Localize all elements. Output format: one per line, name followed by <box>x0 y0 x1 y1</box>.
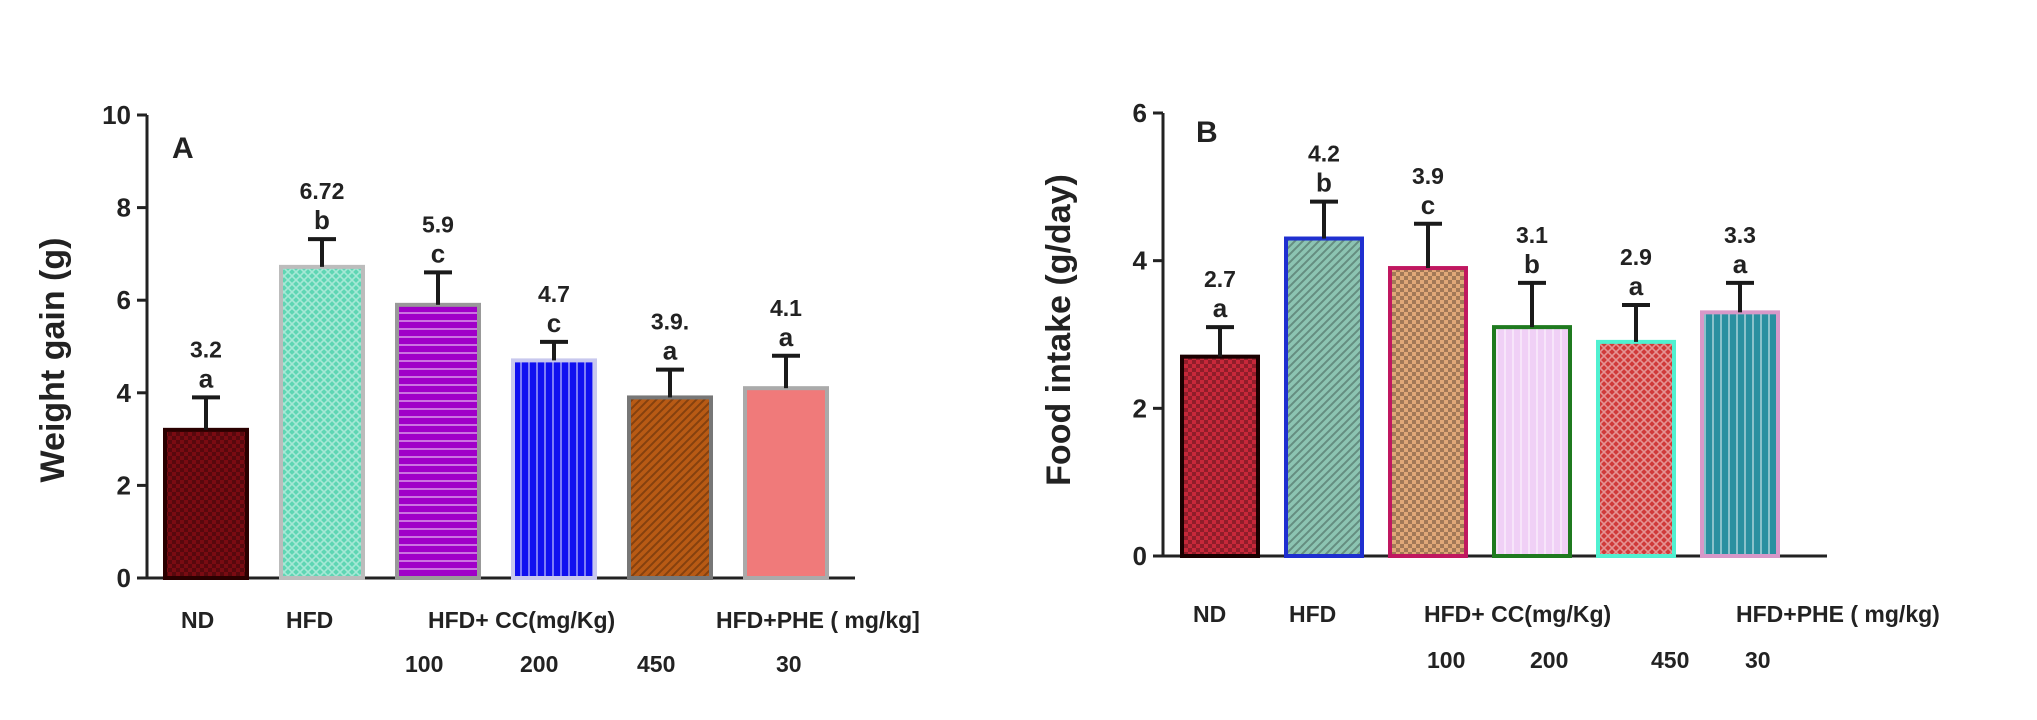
y-tick-label: 0 <box>117 563 131 593</box>
y-tick-label: 2 <box>1133 393 1147 423</box>
bar <box>163 427 249 580</box>
y-tick-label: 10 <box>102 100 131 130</box>
significance-letter: c <box>547 308 561 338</box>
significance-letter: a <box>663 336 678 366</box>
data-label: 3.9. <box>651 309 689 335</box>
x-label-dose-450: 450 <box>1651 647 1689 673</box>
bar <box>511 358 597 581</box>
x-label-dose-30: 30 <box>776 651 802 677</box>
significance-letter: c <box>1421 190 1435 220</box>
panel-label: A <box>172 132 194 165</box>
x-label-dose-100: 100 <box>1427 647 1465 673</box>
data-label: 2.7 <box>1204 266 1236 292</box>
significance-letter: b <box>1316 168 1332 198</box>
x-label-nd: ND <box>1193 601 1226 627</box>
x-label-dose-100: 100 <box>405 651 443 677</box>
bar <box>1700 310 1780 558</box>
bar <box>743 386 829 581</box>
x-label-hfd-phe: HFD+PHE ( mg/kg) <box>1736 601 1940 627</box>
x-label-dose-30: 30 <box>1745 647 1771 673</box>
bar <box>1180 354 1260 558</box>
significance-letter: a <box>1733 249 1748 279</box>
bar <box>1284 236 1364 558</box>
data-label: 4.7 <box>538 281 570 307</box>
bar <box>279 264 365 580</box>
chart-panel-b: B Food intake (g/day) 0246a2.7b4.2c3.9b3… <box>1040 98 1940 673</box>
chart-panel-a: A Weight gain (g) 0246810a3.2b6.72c5.9c4… <box>34 100 920 677</box>
y-tick-label: 6 <box>117 285 131 315</box>
x-label-hfd: HFD <box>1289 601 1336 627</box>
y-axis-title: Food intake (g/day) <box>1040 174 1078 486</box>
bar <box>627 395 713 580</box>
data-label: 3.9 <box>1412 163 1444 189</box>
panel-label: B <box>1196 116 1218 149</box>
significance-letter: b <box>314 205 330 235</box>
y-tick-label: 0 <box>1133 541 1147 571</box>
x-label-nd: ND <box>181 607 214 633</box>
x-axis-labels: ND HFD HFD+ CC(mg/Kg) HFD+PHE ( mg/kg) 1… <box>1193 601 1940 673</box>
y-tick-label: 4 <box>117 378 132 408</box>
y-tick-label: 2 <box>117 470 131 500</box>
x-label-dose-200: 200 <box>1530 647 1568 673</box>
significance-letter: c <box>431 238 445 268</box>
bar <box>1492 325 1572 558</box>
x-axis-labels: ND HFD HFD+ CC(mg/Kg) HFD+PHE ( mg/kg] 1… <box>181 607 920 677</box>
bar <box>1596 339 1676 558</box>
significance-letter: a <box>1629 271 1644 301</box>
significance-letter: a <box>779 322 794 352</box>
x-label-hfd-phe: HFD+PHE ( mg/kg] <box>716 607 920 633</box>
x-label-dose-450: 450 <box>637 651 675 677</box>
y-axis-title: Weight gain (g) <box>34 238 72 483</box>
y-tick-label: 6 <box>1133 98 1147 128</box>
bar <box>1388 266 1468 558</box>
x-label-dose-200: 200 <box>520 651 558 677</box>
data-label: 2.9 <box>1620 244 1652 270</box>
data-label: 4.2 <box>1308 141 1340 167</box>
data-label: 5.9 <box>422 211 454 237</box>
x-label-hfd-cc: HFD+ CC(mg/Kg) <box>428 607 615 633</box>
x-label-hfd-cc: HFD+ CC(mg/Kg) <box>1424 601 1611 627</box>
significance-letter: b <box>1524 249 1540 279</box>
bar <box>395 302 481 580</box>
significance-letter: a <box>199 363 214 393</box>
data-label: 4.1 <box>770 295 802 321</box>
y-tick-label: 4 <box>1133 246 1148 276</box>
x-label-hfd: HFD <box>286 607 333 633</box>
data-label: 6.72 <box>300 178 345 204</box>
data-label: 3.1 <box>1516 222 1548 248</box>
y-tick-label: 8 <box>117 193 131 223</box>
significance-letter: a <box>1213 293 1228 323</box>
data-label: 3.3 <box>1724 222 1756 248</box>
data-label: 3.2 <box>190 336 222 362</box>
